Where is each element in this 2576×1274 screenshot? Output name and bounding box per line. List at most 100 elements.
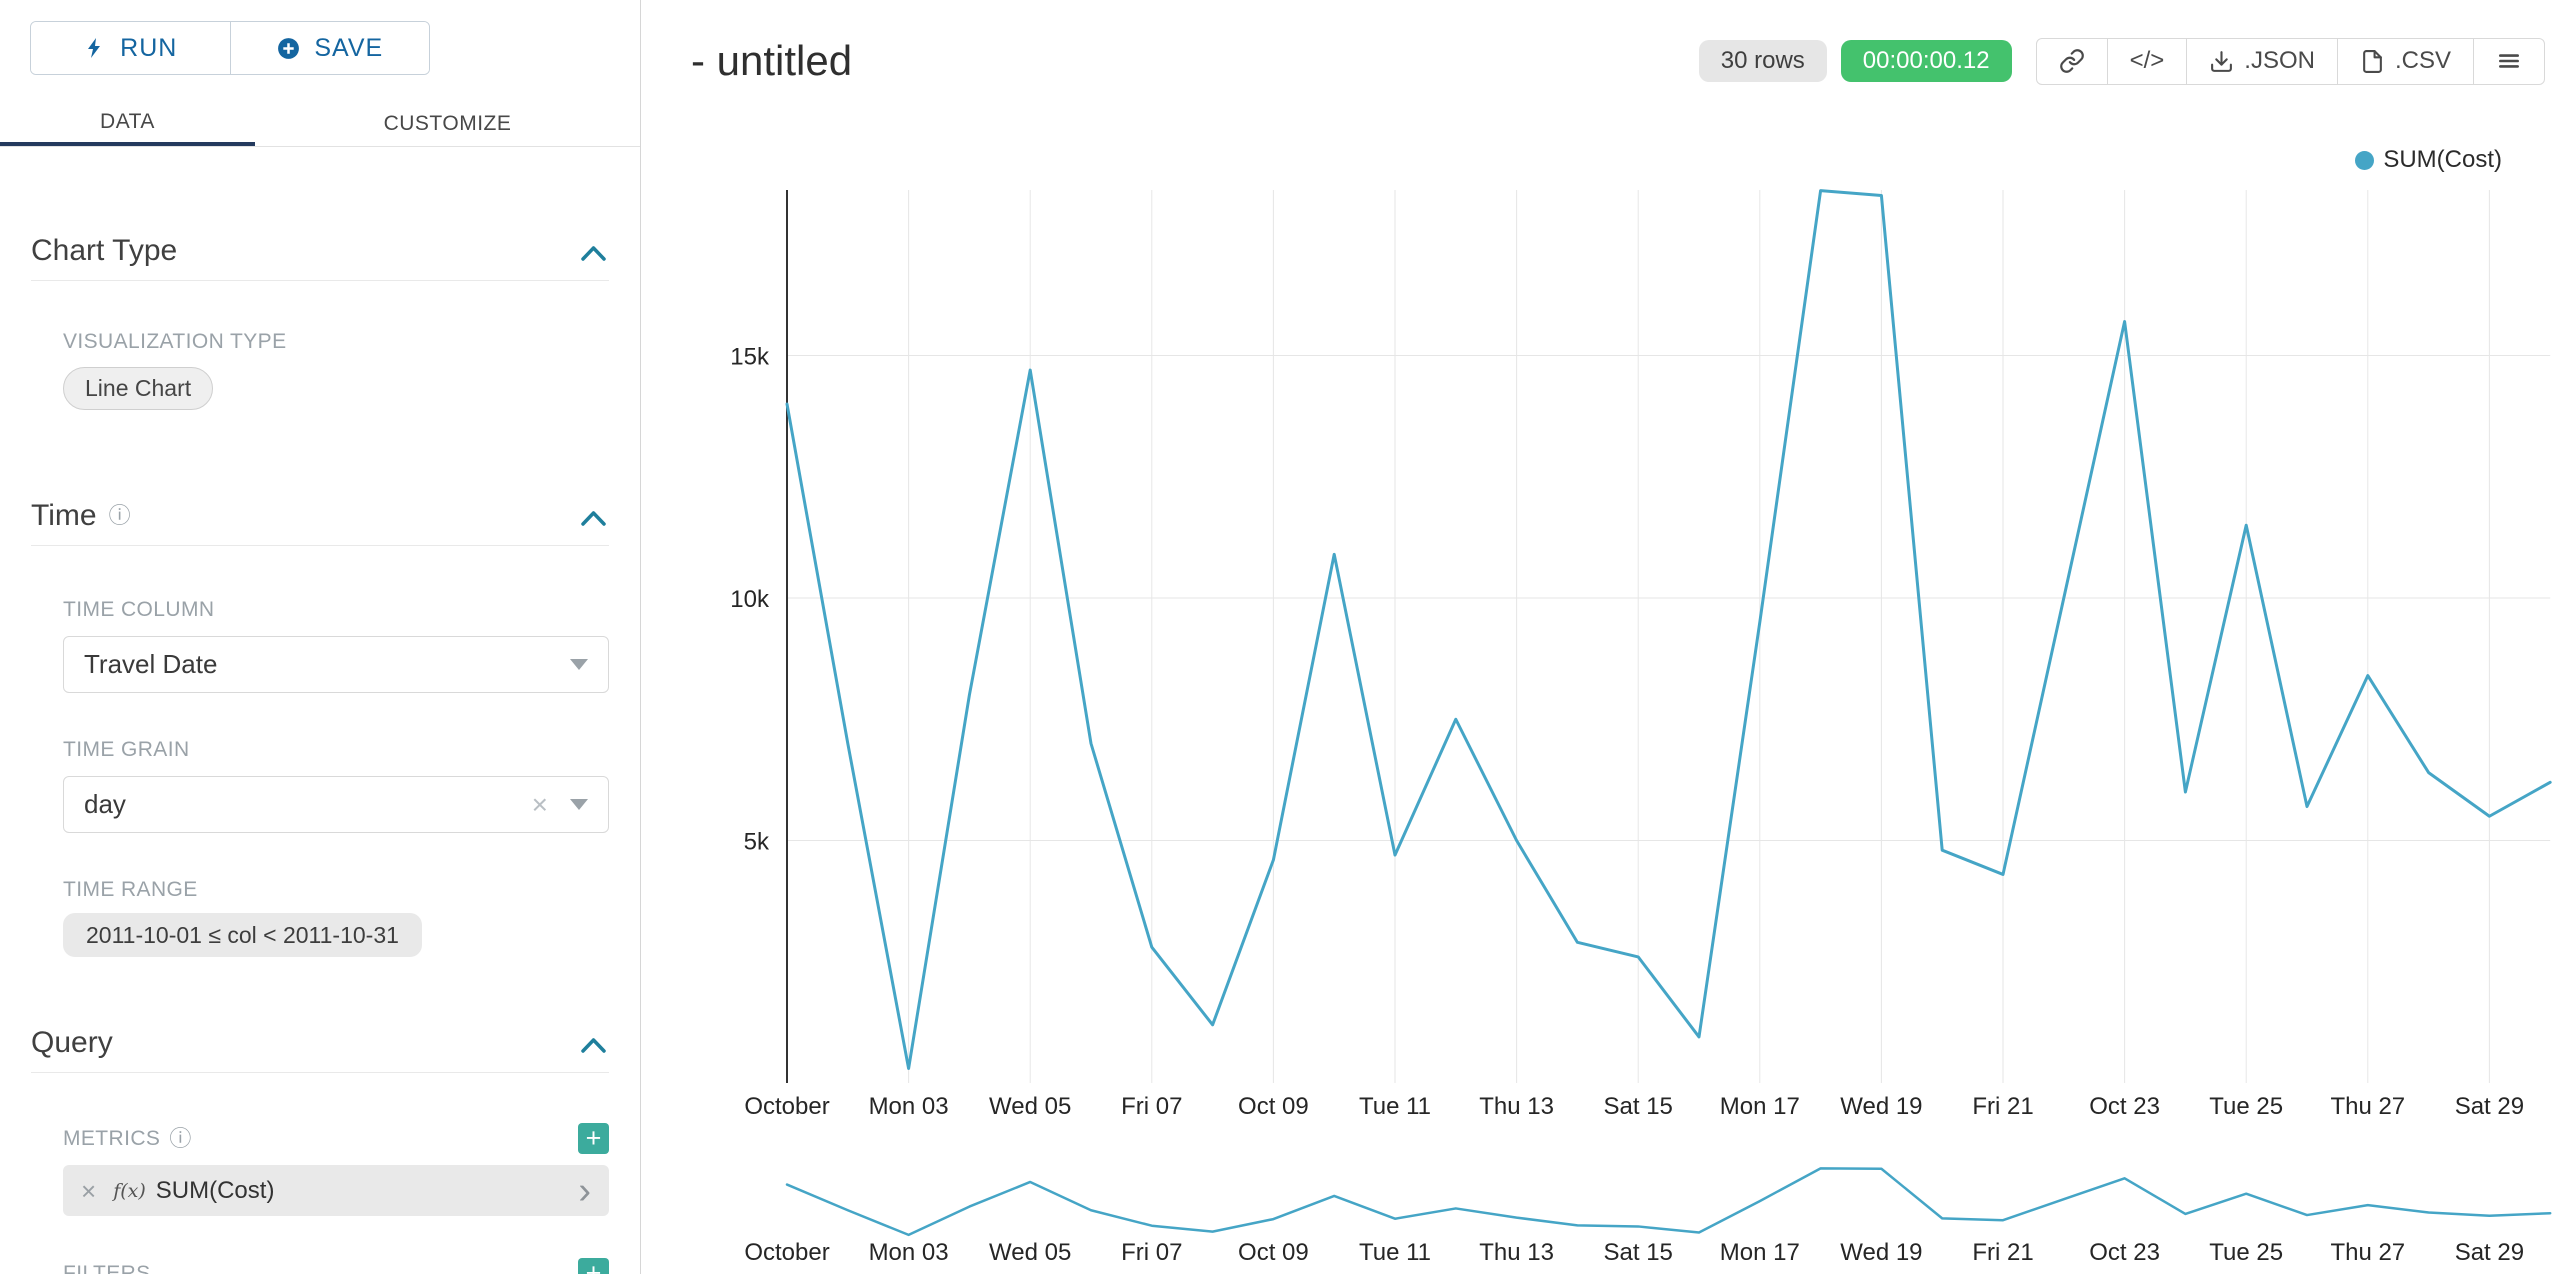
- preview-x-axis-tick-label: Wed 05: [989, 1239, 1071, 1266]
- menu-button[interactable]: [2473, 37, 2545, 85]
- section-query-title: Query: [31, 1027, 113, 1059]
- preview-x-axis-tick-label: Tue 25: [2209, 1239, 2283, 1266]
- line-chart-canvas: 5k 10k 15k October October Mon 03 Mon 03 Wed 05…: [730, 189, 2552, 1266]
- chart-legend[interactable]: SUM(Cost): [2355, 146, 2502, 174]
- export-csv-button[interactable]: .CSV: [2336, 37, 2474, 85]
- chevron-up-icon: [581, 1038, 606, 1053]
- remove-metric-icon[interactable]: ×: [81, 1175, 97, 1206]
- info-icon: ⓘ: [108, 503, 131, 528]
- x-axis-tick-label: Tue 25: [2209, 1093, 2283, 1120]
- section-query-header: Query: [31, 1027, 609, 1073]
- tab-data[interactable]: DATA: [0, 102, 255, 146]
- time-range-label: TIME RANGE: [63, 879, 609, 901]
- collapse-time-button[interactable]: [578, 508, 609, 532]
- run-label: RUN: [120, 33, 178, 62]
- code-icon: </>: [2129, 47, 2165, 74]
- y-axis-tick-label: 10k: [730, 586, 770, 613]
- x-axis-tick-label: Sat 15: [1604, 1093, 1673, 1120]
- section-time-header: Time ⓘ: [31, 500, 609, 546]
- preview-x-axis-tick-label: Tue 11: [1359, 1239, 1431, 1266]
- export-button-group: </> .JSON .CSV: [2035, 37, 2545, 85]
- preview-x-axis-tick-label: October: [744, 1239, 829, 1266]
- time-range-value[interactable]: 2011-10-01 ≤ col < 2011-10-31: [63, 913, 422, 957]
- export-json-button[interactable]: .JSON: [2186, 37, 2338, 85]
- collapse-query-button[interactable]: [578, 1035, 609, 1059]
- y-axis-tick-label: 5k: [744, 829, 770, 856]
- section-chart-type-header: Chart Type: [31, 235, 609, 281]
- preview-x-axis-tick-label: Fri 07: [1121, 1239, 1182, 1266]
- add-filter-button[interactable]: +: [578, 1258, 609, 1274]
- preview-x-axis-tick-label: Sat 29: [2455, 1239, 2524, 1266]
- panel-tabs: DATA CUSTOMIZE: [0, 102, 640, 147]
- x-axis-tick-label: Sat 29: [2455, 1093, 2524, 1120]
- section-chart-type-title: Chart Type: [31, 235, 177, 267]
- metric-name: SUM(Cost): [155, 1176, 275, 1204]
- label-text: TIME COLUMN: [63, 598, 215, 621]
- fx-icon: f(x): [113, 1179, 146, 1202]
- series-line-sum-cost: [785, 189, 2552, 1070]
- metrics-label: METRICS ⓘ: [63, 1125, 192, 1151]
- control-sections: Chart Type VISUALIZATION TYPE Line Chart…: [0, 235, 640, 1274]
- run-button[interactable]: RUN: [31, 22, 231, 74]
- chart-header: - untitled 30 rows 00:00:00.12 </> .JSON: [641, 0, 2576, 122]
- section-time-title: Time ⓘ: [31, 500, 131, 532]
- section-title-text: Time: [31, 499, 97, 532]
- x-axis-tick-label: Oct 23: [2089, 1093, 2160, 1120]
- time-column-select[interactable]: Travel Date: [63, 636, 609, 693]
- metric-item[interactable]: × f(x) SUM(Cost) ›: [63, 1165, 609, 1216]
- visualization-type-value[interactable]: Line Chart: [63, 367, 214, 410]
- caret-down-icon: [570, 659, 588, 670]
- embed-code-button[interactable]: </>: [2106, 37, 2188, 85]
- x-axis-tick-label: Fri 21: [1972, 1093, 2033, 1120]
- visualization-type-label: VISUALIZATION TYPE: [63, 331, 609, 353]
- preview-x-axis-tick-label: Thu 13: [1479, 1239, 1554, 1266]
- share-link-button[interactable]: [2035, 37, 2108, 85]
- time-column-label: TIME COLUMN: [63, 599, 609, 621]
- time-grain-select[interactable]: day ×: [63, 776, 609, 833]
- label-text: TIME RANGE: [63, 878, 198, 901]
- query-action-buttons: RUN SAVE: [30, 21, 430, 75]
- preview-x-axis-tick-label: Mon 03: [869, 1239, 949, 1266]
- legend-dot: [2355, 150, 2375, 170]
- preview-x-axis-tick-label: Sat 15: [1604, 1239, 1673, 1266]
- x-axis-tick-label: Fri 07: [1121, 1093, 1182, 1120]
- section-time-body: TIME COLUMN Travel Date TIME GRAIN day ×…: [31, 599, 609, 957]
- button-label: .JSON: [2244, 47, 2315, 74]
- file-icon: [2363, 49, 2382, 73]
- collapse-chart-type-button[interactable]: [578, 243, 609, 267]
- control-panel: RUN SAVE DATA CUSTOMIZE Chart Type VISUA…: [0, 0, 641, 1274]
- time-grain-label: TIME GRAIN: [63, 739, 609, 761]
- legend-label: SUM(Cost): [2383, 146, 2502, 173]
- clear-icon[interactable]: ×: [531, 788, 548, 820]
- x-axis-tick-label: Tue 11: [1359, 1093, 1431, 1120]
- link-icon: [2059, 49, 2084, 73]
- chart-title[interactable]: - untitled: [691, 37, 853, 84]
- x-axis-tick-label: Wed 19: [1840, 1093, 1922, 1120]
- preview-x-axis-tick-label: Wed 19: [1840, 1239, 1922, 1266]
- tab-customize[interactable]: CUSTOMIZE: [383, 112, 512, 135]
- x-axis-tick-label: Mon 03: [869, 1093, 949, 1120]
- preview-x-axis-tick-label: Thu 27: [2330, 1239, 2405, 1266]
- metrics-row: METRICS ⓘ +: [63, 1123, 609, 1154]
- x-axis-tick-label: Oct 09: [1238, 1093, 1309, 1120]
- range-preview-line: [785, 1167, 2552, 1237]
- preview-x-axis-tick-label: Oct 23: [2089, 1239, 2160, 1266]
- x-axis-tick-label: Thu 27: [2330, 1093, 2405, 1120]
- info-icon: ⓘ: [169, 1125, 192, 1151]
- preview-x-axis-tick-label: Fri 21: [1972, 1239, 2033, 1266]
- section-chart-type-body: VISUALIZATION TYPE Line Chart: [31, 331, 609, 410]
- save-button[interactable]: SAVE: [230, 22, 429, 74]
- save-label: SAVE: [314, 33, 384, 62]
- label-text: METRICS: [63, 1126, 161, 1150]
- add-metric-button[interactable]: +: [578, 1123, 609, 1154]
- x-axis-tick-label: Mon 17: [1720, 1093, 1800, 1120]
- x-axis-tick-label: October: [744, 1093, 829, 1120]
- preview-x-axis-tick-label: Oct 09: [1238, 1239, 1309, 1266]
- chevron-up-icon: [581, 511, 606, 526]
- label-text: TIME GRAIN: [63, 738, 190, 761]
- bolt-icon: [88, 38, 101, 58]
- time-grain-value: day: [84, 789, 126, 819]
- label-text: VISUALIZATION TYPE: [63, 330, 287, 353]
- filters-row: FILTERS +: [63, 1258, 609, 1274]
